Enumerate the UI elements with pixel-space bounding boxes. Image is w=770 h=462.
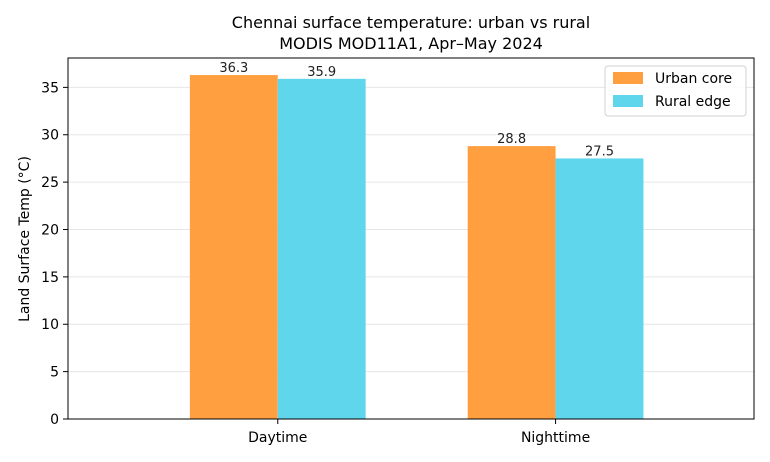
legend: Urban core Rural edge [604,65,747,117]
y-tick-label: 25 [41,175,59,191]
y-tick-label: 0 [50,412,59,428]
bar-value-labels: 36.3 35.9 28.8 27.5 [219,61,614,159]
legend-swatch-rural-edge [613,95,643,107]
y-axis-label: Land Surface Temp (°C) [17,156,33,322]
y-tick-label: 20 [41,222,59,238]
bar-value-label: 28.8 [497,132,526,147]
bar-value-label: 27.5 [585,144,614,159]
y-tick-label: 15 [41,270,59,286]
bar-urban-core-daytime [189,75,278,419]
y-tick-label: 35 [41,80,59,96]
y-axis-ticks: 0 5 10 15 20 25 30 35 [41,80,68,428]
grid-lines [68,86,754,373]
bar-urban-core-nighttime [467,146,556,419]
x-tick-label: Daytime [248,430,307,446]
y-tick-label: 5 [50,365,59,381]
chart-subtitle: MODIS MOD11A1, Apr–May 2024 [279,34,543,53]
bar-value-label: 35.9 [307,65,336,80]
legend-swatch-urban-core [613,72,643,84]
legend-label-rural-edge: Rural edge [655,94,731,110]
bar-rural-edge-nighttime [555,158,644,419]
bar-rural-edge-daytime [277,78,366,419]
plot-frame [67,57,755,420]
chart-title: Chennai surface temperature: urban vs ru… [232,13,590,32]
legend-label-urban-core: Urban core [655,71,732,87]
x-tick-label: Nighttime [521,430,590,446]
y-tick-label: 30 [41,128,59,144]
x-axis-ticks: Daytime Nighttime [248,419,590,446]
bars-group [189,75,644,419]
bar-value-label: 36.3 [219,61,248,76]
y-tick-label: 10 [41,317,59,333]
